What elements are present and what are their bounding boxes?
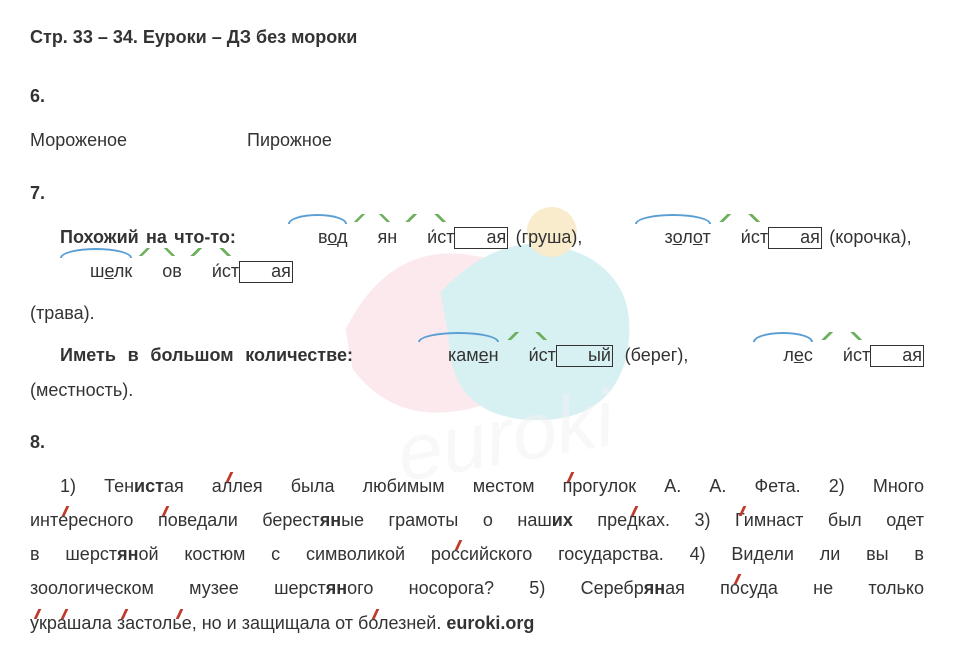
q7-label-1: Похожий на что-то:	[60, 227, 236, 247]
q7-line-1-tail: (трава).	[30, 296, 924, 330]
word-vodyanistaya: водяни́стая	[258, 220, 508, 254]
word-kamenistyy: камени́стый	[388, 338, 613, 372]
q7-label-2: Иметь в большом количестве:	[60, 345, 353, 365]
q6-word-2: Пирожное	[247, 123, 332, 157]
word-shelkovistaya: шелкови́стая	[30, 254, 293, 288]
word-zolotistaya: золоти́стая	[605, 220, 822, 254]
word-lesistaya: леси́стая	[723, 338, 924, 372]
q6-word-1: Мороженое	[30, 123, 127, 157]
q7-line-1: Похожий на что-то: водяни́стая (груша), …	[30, 220, 924, 288]
question-6-words: Мороженое Пирожное	[30, 123, 924, 157]
question-7-number: 7.	[30, 176, 924, 210]
document-content: Стр. 33 – 34. Еуроки – ДЗ без мороки 6. …	[30, 20, 924, 640]
page-title: Стр. 33 – 34. Еуроки – ДЗ без мороки	[30, 20, 924, 54]
question-8-number: 8.	[30, 425, 924, 459]
q7-line-2: Иметь в большом количестве: камени́стый …	[30, 338, 924, 406]
source-url: euroki.org	[446, 613, 534, 633]
question-6-number: 6.	[30, 79, 924, 113]
q8-paragraph: 1) Тенистая аллея была любимым местом пр…	[30, 469, 924, 640]
